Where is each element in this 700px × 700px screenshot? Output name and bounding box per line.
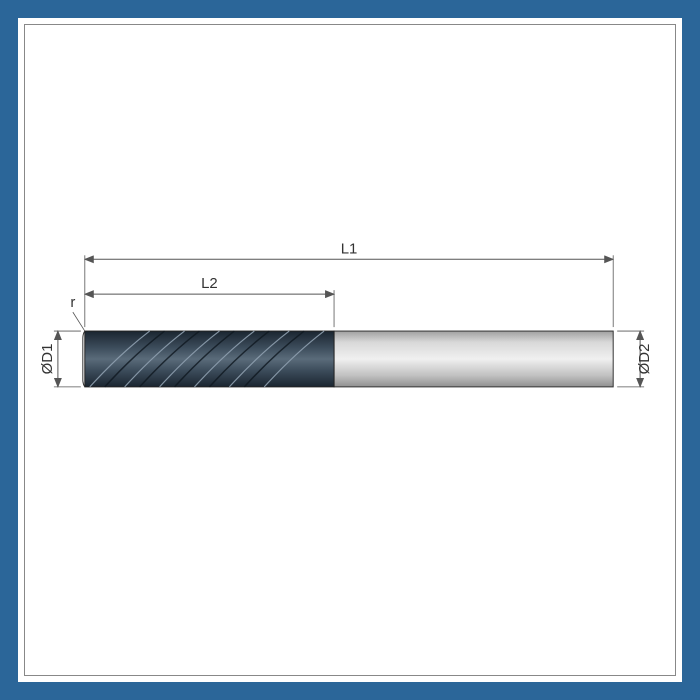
dimension-D1: ØD1: [39, 331, 81, 387]
tool-diagram: L1 L2 r ØD1: [25, 25, 675, 675]
label-L2: L2: [201, 275, 218, 292]
dimension-D2: ØD2: [617, 331, 653, 387]
shank-body: [334, 331, 613, 387]
label-r: r: [70, 294, 75, 311]
dimension-r: r: [70, 294, 84, 331]
inner-frame: L1 L2 r ØD1: [24, 24, 676, 676]
dimension-L2: L2: [85, 275, 334, 327]
dimension-L1: L1: [85, 240, 613, 327]
outer-frame: L1 L2 r ØD1: [0, 0, 700, 700]
label-D1: ØD1: [39, 344, 56, 375]
label-D2: ØD2: [636, 344, 653, 375]
label-L1: L1: [341, 240, 358, 257]
